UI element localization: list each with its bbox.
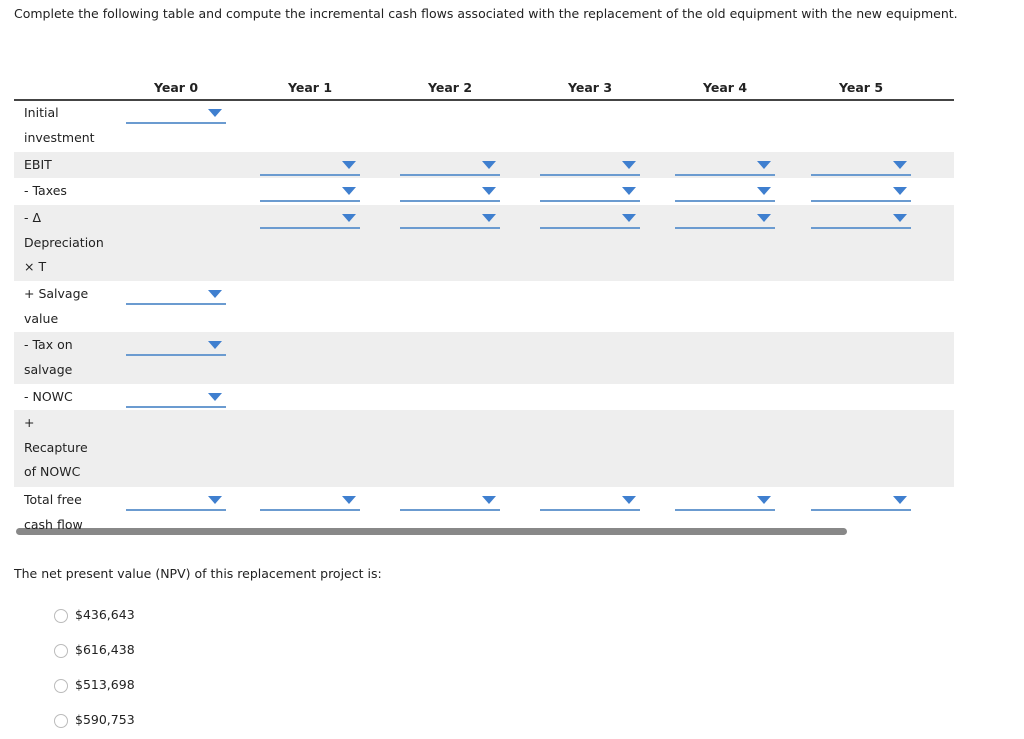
dropdown[interactable] [540, 207, 640, 229]
dropdown[interactable] [260, 154, 360, 176]
row-label: Initial investment [24, 105, 95, 145]
row-label: - Δ Depreciation × T [24, 210, 104, 274]
dropdown[interactable] [540, 489, 640, 511]
option-label: $616,438 [75, 642, 135, 657]
header-rule [14, 99, 954, 101]
row-label: - Tax on salvage [24, 337, 73, 377]
table-row [14, 410, 954, 487]
dropdown[interactable] [675, 180, 775, 202]
year-header: Year 4 [702, 80, 748, 95]
dropdown[interactable] [400, 154, 500, 176]
scrollbar[interactable] [16, 528, 847, 535]
dropdown[interactable] [400, 180, 500, 202]
year-header: Year 1 [287, 80, 333, 95]
dropdown[interactable] [811, 180, 911, 202]
year-header: Year 2 [427, 80, 473, 95]
radio-button[interactable] [54, 644, 68, 658]
dropdown[interactable] [675, 154, 775, 176]
row-label: Total free cash flow [24, 492, 83, 532]
row-label: - Taxes [24, 183, 67, 198]
dropdown[interactable] [126, 386, 226, 408]
dropdown[interactable] [126, 489, 226, 511]
dropdown[interactable] [540, 154, 640, 176]
dropdown[interactable] [260, 180, 360, 202]
dropdown[interactable] [260, 489, 360, 511]
row-label: + Recapture of NOWC [24, 415, 88, 479]
dropdown[interactable] [811, 207, 911, 229]
radio-button[interactable] [54, 609, 68, 623]
year-header: Year 5 [838, 80, 884, 95]
dropdown[interactable] [400, 489, 500, 511]
question: The net present value (NPV) of this repl… [14, 566, 382, 581]
dropdown[interactable] [675, 489, 775, 511]
year-header: Year 0 [153, 80, 199, 95]
dropdown[interactable] [811, 154, 911, 176]
dropdown[interactable] [126, 102, 226, 124]
year-header: Year 3 [567, 80, 613, 95]
dropdown[interactable] [126, 283, 226, 305]
option-label: $513,698 [75, 677, 135, 692]
dropdown[interactable] [675, 207, 775, 229]
instruction: Complete the following table and compute… [14, 6, 958, 21]
dropdown[interactable] [260, 207, 360, 229]
row-label: EBIT [24, 157, 52, 172]
option-label: $590,753 [75, 712, 135, 727]
dropdown[interactable] [400, 207, 500, 229]
option-label: $436,643 [75, 607, 135, 622]
radio-button[interactable] [54, 714, 68, 728]
row-label: - NOWC [24, 389, 73, 404]
radio-button[interactable] [54, 679, 68, 693]
row-label: + Salvage value [24, 286, 89, 326]
dropdown[interactable] [126, 334, 226, 356]
dropdown[interactable] [540, 180, 640, 202]
dropdown[interactable] [811, 489, 911, 511]
